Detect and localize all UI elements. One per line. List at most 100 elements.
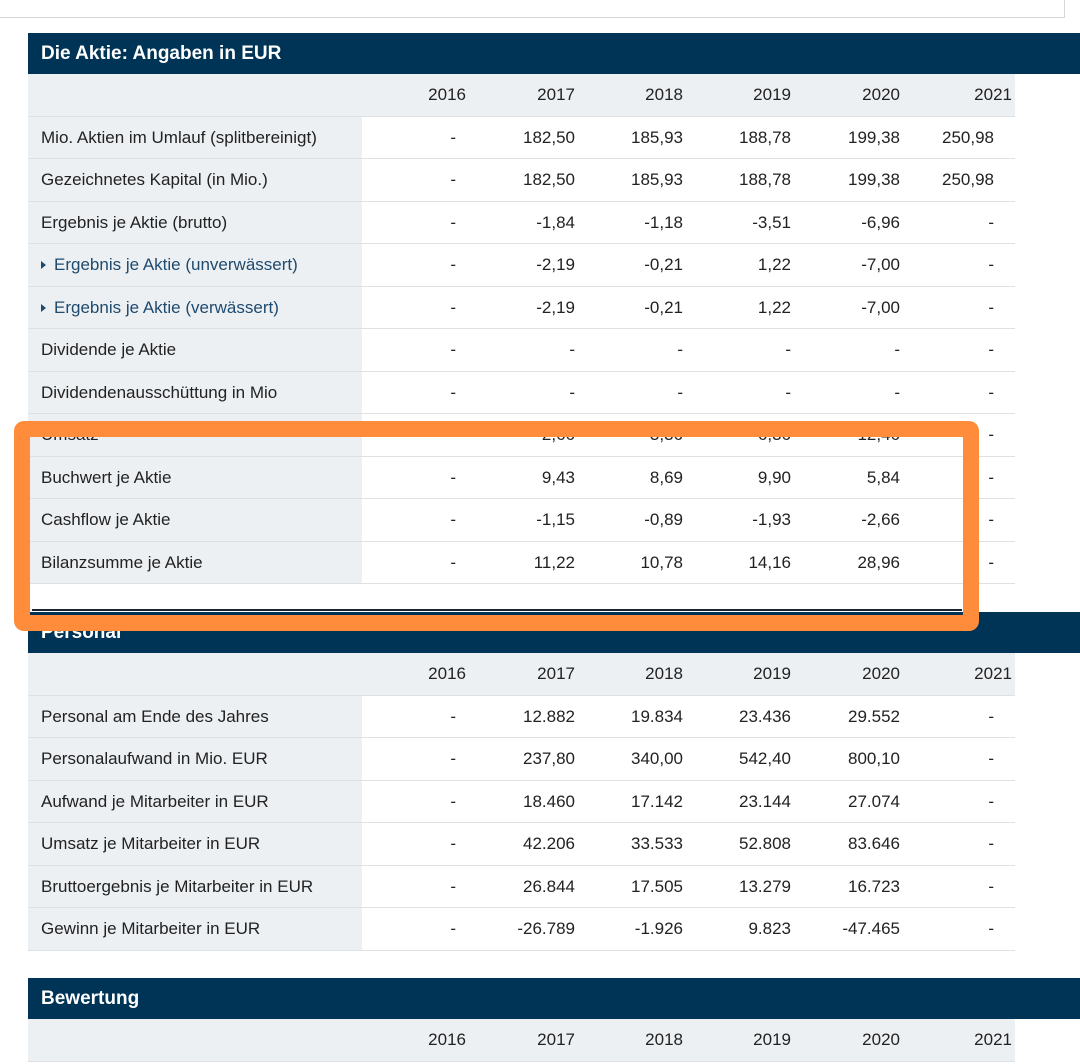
value-cell: - bbox=[450, 255, 456, 274]
table-row[interactable]: Ergebnis je Aktie (unverwässert) - -2,19 -0… bbox=[28, 244, 1015, 287]
value-cell: - bbox=[988, 297, 994, 317]
value-cell: 12,46 bbox=[857, 425, 900, 444]
row-label-text: Personalaufwand in Mio. EUR bbox=[41, 749, 268, 768]
row-label-text: Bruttoergebnis je Mitarbeiter in EUR bbox=[41, 876, 314, 896]
year-header-row: 2016 2017 2018 2019 2020 2021 bbox=[28, 1019, 1015, 1062]
value-cell: 42.206 bbox=[523, 834, 575, 853]
row-label-text: Bilanzsumme je Aktie bbox=[41, 552, 203, 572]
table-row: Dividende je Aktie - - - - - - bbox=[28, 329, 1015, 372]
value-cell: -2,19 bbox=[536, 255, 575, 274]
value-cell: -1,18 bbox=[644, 212, 683, 232]
value-cell: 17.142 bbox=[631, 791, 683, 811]
value-cell: 83.646 bbox=[848, 834, 900, 853]
row-label: Buchwert je Aktie bbox=[28, 456, 362, 498]
row-label-text: Cashflow je Aktie bbox=[41, 510, 171, 529]
value-cell: -1,84 bbox=[536, 212, 575, 232]
row-label-text[interactable]: Ergebnis je Aktie (verwässert) bbox=[54, 297, 279, 317]
value-cell: -2,66 bbox=[861, 510, 900, 529]
row-label: Bruttoergebnis je Mitarbeiter in EUR bbox=[28, 865, 362, 907]
row-label-text[interactable]: Ergebnis je Aktie (unverwässert) bbox=[54, 255, 298, 274]
value-cell: 52.808 bbox=[739, 834, 791, 853]
row-label[interactable]: Ergebnis je Aktie (unverwässert) bbox=[28, 244, 362, 286]
value-cell: 14,16 bbox=[748, 552, 791, 572]
table-row: Bilanzsumme je Aktie - 11,22 10,78 14,16 28,9… bbox=[28, 541, 1015, 584]
table-row[interactable]: Ergebnis je Aktie (verwässert) - -2,19 -0,2… bbox=[28, 286, 1015, 329]
value-cell: - bbox=[677, 340, 683, 359]
table-row: Personalaufwand in Mio. EUR - 237,80 340,00… bbox=[28, 738, 1015, 781]
value-cell: 12.882 bbox=[523, 706, 575, 726]
value-cell: - bbox=[785, 382, 791, 402]
value-cell: - bbox=[988, 706, 994, 726]
row-label: Gewinn je Mitarbeiter in EUR bbox=[28, 908, 362, 950]
value-cell: 185,93 bbox=[631, 127, 683, 147]
value-cell: -3,51 bbox=[752, 212, 791, 232]
value-cell: 9,43 bbox=[541, 467, 575, 487]
value-cell: - bbox=[450, 834, 456, 853]
value-cell: -0,21 bbox=[644, 297, 683, 317]
year-header: 2019 bbox=[753, 1030, 791, 1049]
value-cell: 800,10 bbox=[848, 749, 900, 768]
value-cell: - bbox=[988, 467, 994, 487]
value-cell: - bbox=[450, 212, 456, 232]
year-header: 2016 bbox=[428, 85, 466, 104]
row-label: Personalaufwand in Mio. EUR bbox=[28, 738, 362, 780]
row-label: Cashflow je Aktie bbox=[28, 499, 362, 541]
row-label-text: Buchwert je Aktie bbox=[41, 467, 172, 487]
value-cell: - bbox=[569, 382, 575, 402]
value-cell: - bbox=[450, 467, 456, 487]
value-cell: - bbox=[988, 919, 994, 938]
table-row: Dividendenausschüttung in Mio - - - - - - bbox=[28, 371, 1015, 414]
year-header: 2017 bbox=[537, 664, 575, 683]
value-cell: - bbox=[894, 340, 900, 359]
value-cell: - bbox=[677, 382, 683, 402]
value-cell: - bbox=[988, 876, 994, 896]
value-cell: -7,00 bbox=[861, 255, 900, 274]
value-cell: 199,38 bbox=[848, 127, 900, 147]
year-header: 2016 bbox=[428, 1030, 466, 1049]
value-cell: - bbox=[988, 382, 994, 402]
value-cell: -1.926 bbox=[634, 919, 683, 938]
value-cell: -0,89 bbox=[644, 510, 683, 529]
value-cell: 19.834 bbox=[631, 706, 683, 726]
value-cell: - bbox=[988, 340, 994, 359]
row-label-text: Mio. Aktien im Umlauf (splitbereinigt) bbox=[41, 127, 317, 147]
row-label: Dividende je Aktie bbox=[28, 329, 362, 371]
year-header: 2021 bbox=[974, 85, 1012, 104]
value-cell: 9,90 bbox=[757, 467, 791, 487]
table-row: Umsatz je Mitarbeiter in EUR - 42.206 33.53… bbox=[28, 823, 1015, 866]
value-cell: 11,22 bbox=[533, 552, 575, 572]
year-header: 2017 bbox=[537, 85, 575, 104]
value-cell: - bbox=[450, 297, 456, 317]
year-header-row: 2016 2017 2018 2019 2020 2021 bbox=[28, 653, 1015, 696]
expand-triangle-icon[interactable] bbox=[41, 261, 46, 269]
value-cell: - bbox=[988, 552, 994, 572]
value-cell: -26.789 bbox=[517, 919, 575, 938]
row-label[interactable]: Ergebnis je Aktie (verwässert) bbox=[28, 286, 362, 328]
table-row: Umsatz - 2,66 3,36 6,36 12,46 - bbox=[28, 414, 1015, 457]
row-label: Umsatz bbox=[28, 414, 362, 456]
value-cell: 185,93 bbox=[631, 170, 683, 189]
section-title: Bewertung bbox=[28, 978, 1080, 1019]
value-cell: - bbox=[988, 834, 994, 853]
value-cell: 9.823 bbox=[748, 919, 791, 938]
expand-triangle-icon[interactable] bbox=[41, 303, 46, 312]
value-cell: 5,84 bbox=[866, 467, 900, 487]
table-row: Ergebnis je Aktie (brutto) - -1,84 -1,18 -3,… bbox=[28, 201, 1015, 244]
row-label-text: Umsatz bbox=[41, 425, 99, 444]
overlay-cover bbox=[32, 585, 962, 611]
year-header: 2018 bbox=[645, 1030, 683, 1049]
value-cell: 3,36 bbox=[649, 425, 683, 444]
value-cell: 340,00 bbox=[631, 749, 683, 768]
value-cell: 250,98 bbox=[942, 170, 994, 189]
year-header: 2020 bbox=[862, 85, 900, 104]
top-panel bbox=[0, 0, 1065, 18]
value-cell: 188,78 bbox=[739, 127, 791, 147]
value-cell: - bbox=[450, 340, 456, 359]
year-header: 2020 bbox=[862, 664, 900, 683]
value-cell: 17.505 bbox=[631, 876, 683, 896]
section-title: Die Aktie: Angaben in EUR bbox=[28, 33, 1080, 74]
value-cell: - bbox=[450, 425, 456, 444]
value-cell: -7,00 bbox=[861, 297, 900, 317]
year-header: 2021 bbox=[974, 664, 1012, 683]
row-label: Bilanzsumme je Aktie bbox=[28, 541, 362, 583]
